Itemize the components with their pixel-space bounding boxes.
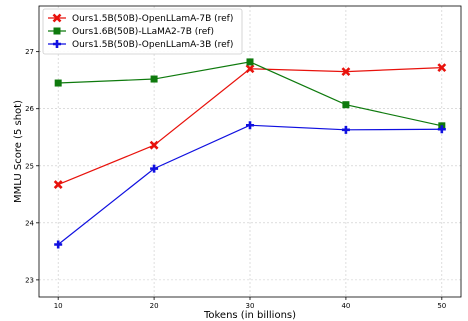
y-tick-label: 26 bbox=[25, 105, 34, 113]
legend-label: Ours1.5B(50B)-OpenLLamA-3B (ref) bbox=[72, 40, 233, 50]
legend-box bbox=[42, 8, 243, 55]
marker-stroke bbox=[54, 240, 63, 249]
data-point bbox=[53, 180, 63, 190]
x-tick-label: 10 bbox=[54, 302, 63, 310]
data-point bbox=[54, 79, 62, 87]
legend-marker bbox=[53, 40, 61, 48]
legend-item: Ours1.5B(50B)-OpenLLamA-3B (ref) bbox=[48, 40, 233, 50]
data-point bbox=[150, 75, 158, 83]
marker-stroke bbox=[245, 64, 255, 74]
y-tick-label: 23 bbox=[25, 276, 34, 284]
data-point bbox=[149, 140, 159, 150]
data-point bbox=[245, 64, 255, 74]
x-tick-label: 50 bbox=[437, 302, 446, 310]
y-tick-label: 27 bbox=[25, 48, 34, 56]
series-1 bbox=[53, 63, 447, 190]
x-tick-label: 40 bbox=[341, 302, 350, 310]
marker-stroke bbox=[149, 140, 159, 150]
marker-stroke bbox=[341, 125, 350, 134]
data-point bbox=[54, 240, 63, 249]
y-axis-label: MMLU Score (5 shot) bbox=[13, 100, 24, 203]
x-tick-label: 30 bbox=[246, 302, 255, 310]
series-3 bbox=[54, 121, 446, 249]
legend: Ours1.5B(50B)-OpenLLamA-7B (ref) Ours1.6B… bbox=[42, 8, 243, 55]
marker-stroke bbox=[341, 67, 351, 77]
legend-item: Ours1.6B(50B)-LLaMA2-7B (ref) bbox=[48, 27, 214, 37]
data-point bbox=[341, 67, 351, 77]
legend-label: Ours1.5B(50B)-OpenLLamA-7B (ref) bbox=[72, 14, 233, 24]
axis-ticks: 10 20 30 40 50 23 24 25 26 27 bbox=[25, 48, 446, 310]
data-point bbox=[341, 125, 350, 134]
marker-stroke bbox=[53, 180, 63, 190]
marker-stroke bbox=[437, 63, 447, 73]
legend-label: Ours1.6B(50B)-LLaMA2-7B (ref) bbox=[72, 27, 214, 37]
data-point bbox=[437, 63, 447, 73]
x-tick-label: 20 bbox=[150, 302, 159, 310]
grid bbox=[39, 6, 461, 297]
series-lines bbox=[53, 58, 447, 249]
legend-marker bbox=[52, 13, 62, 23]
marker-stroke bbox=[52, 13, 62, 23]
legend-item: Ours1.5B(50B)-OpenLLamA-7B (ref) bbox=[48, 13, 233, 24]
marker-stroke bbox=[437, 125, 446, 134]
marker-stroke bbox=[246, 121, 254, 130]
data-point bbox=[150, 164, 159, 173]
y-tick-label: 24 bbox=[25, 219, 34, 227]
legend-marker bbox=[53, 27, 61, 35]
data-point bbox=[246, 121, 254, 130]
data-point bbox=[437, 125, 446, 134]
x-axis-label: Tokens (in billions) bbox=[203, 310, 296, 321]
data-point bbox=[342, 101, 350, 109]
y-tick-label: 25 bbox=[25, 162, 34, 170]
marker-stroke bbox=[53, 40, 61, 48]
marker-stroke bbox=[150, 164, 159, 173]
data-point bbox=[246, 58, 254, 66]
